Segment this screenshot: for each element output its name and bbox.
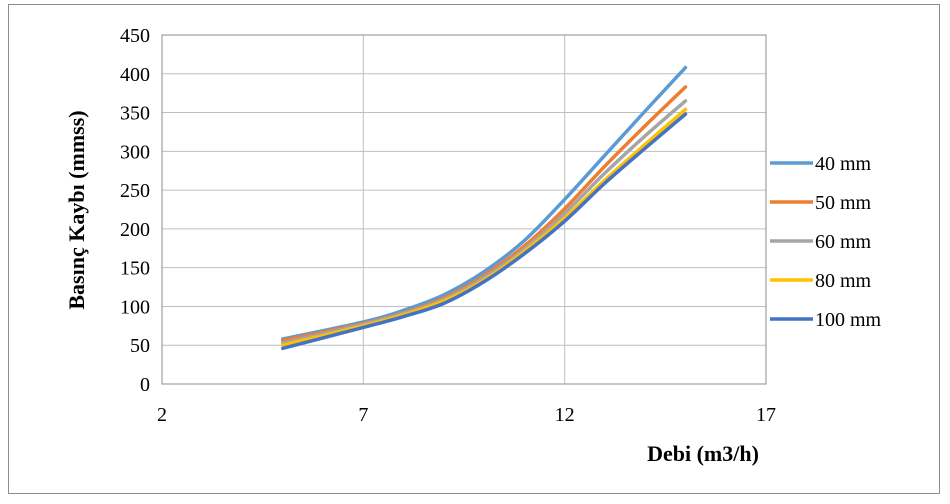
y-tick-label: 250 bbox=[120, 180, 150, 202]
legend-label: 50 mm bbox=[815, 192, 872, 214]
y-tick-label: 400 bbox=[120, 64, 150, 86]
x-tick-label: 17 bbox=[756, 404, 776, 426]
y-tick-label: 0 bbox=[140, 374, 150, 396]
plot-border bbox=[161, 34, 767, 385]
y-tick-label: 50 bbox=[130, 335, 150, 357]
chart-area bbox=[8, 4, 940, 494]
y-tick-label: 200 bbox=[120, 219, 150, 241]
series-line-50-mm bbox=[281, 85, 688, 343]
x-axis-ticks: 2 7 12 17 bbox=[157, 404, 776, 426]
legend-label: 60 mm bbox=[815, 231, 872, 253]
y-axis-title: Basınç Kaybı (mmss) bbox=[64, 110, 89, 309]
y-tick-label: 150 bbox=[120, 258, 150, 280]
legend-label: 40 mm bbox=[815, 153, 872, 175]
series-line-100-mm bbox=[281, 112, 688, 351]
y-tick-label: 350 bbox=[120, 103, 150, 125]
legend-label: 80 mm bbox=[815, 270, 872, 292]
legend: 40 mm 50 mm 60 mm 80 mm 100 mm bbox=[770, 153, 882, 331]
y-tick-label: 450 bbox=[120, 25, 150, 47]
legend-label: 100 mm bbox=[815, 309, 882, 331]
series-lines bbox=[281, 65, 688, 351]
gridlines bbox=[161, 34, 767, 385]
plot-area bbox=[161, 34, 767, 385]
x-tick-label: 7 bbox=[358, 404, 368, 426]
y-axis-ticks: 0 50 100 150 200 250 300 350 400 450 bbox=[120, 25, 150, 396]
x-tick-label: 12 bbox=[555, 404, 575, 426]
x-tick-label: 2 bbox=[157, 404, 167, 426]
series-line-40-mm bbox=[281, 65, 688, 341]
x-axis-title: Debi (m3/h) bbox=[647, 441, 759, 466]
y-tick-label: 100 bbox=[120, 296, 150, 318]
y-tick-label: 300 bbox=[120, 141, 150, 163]
